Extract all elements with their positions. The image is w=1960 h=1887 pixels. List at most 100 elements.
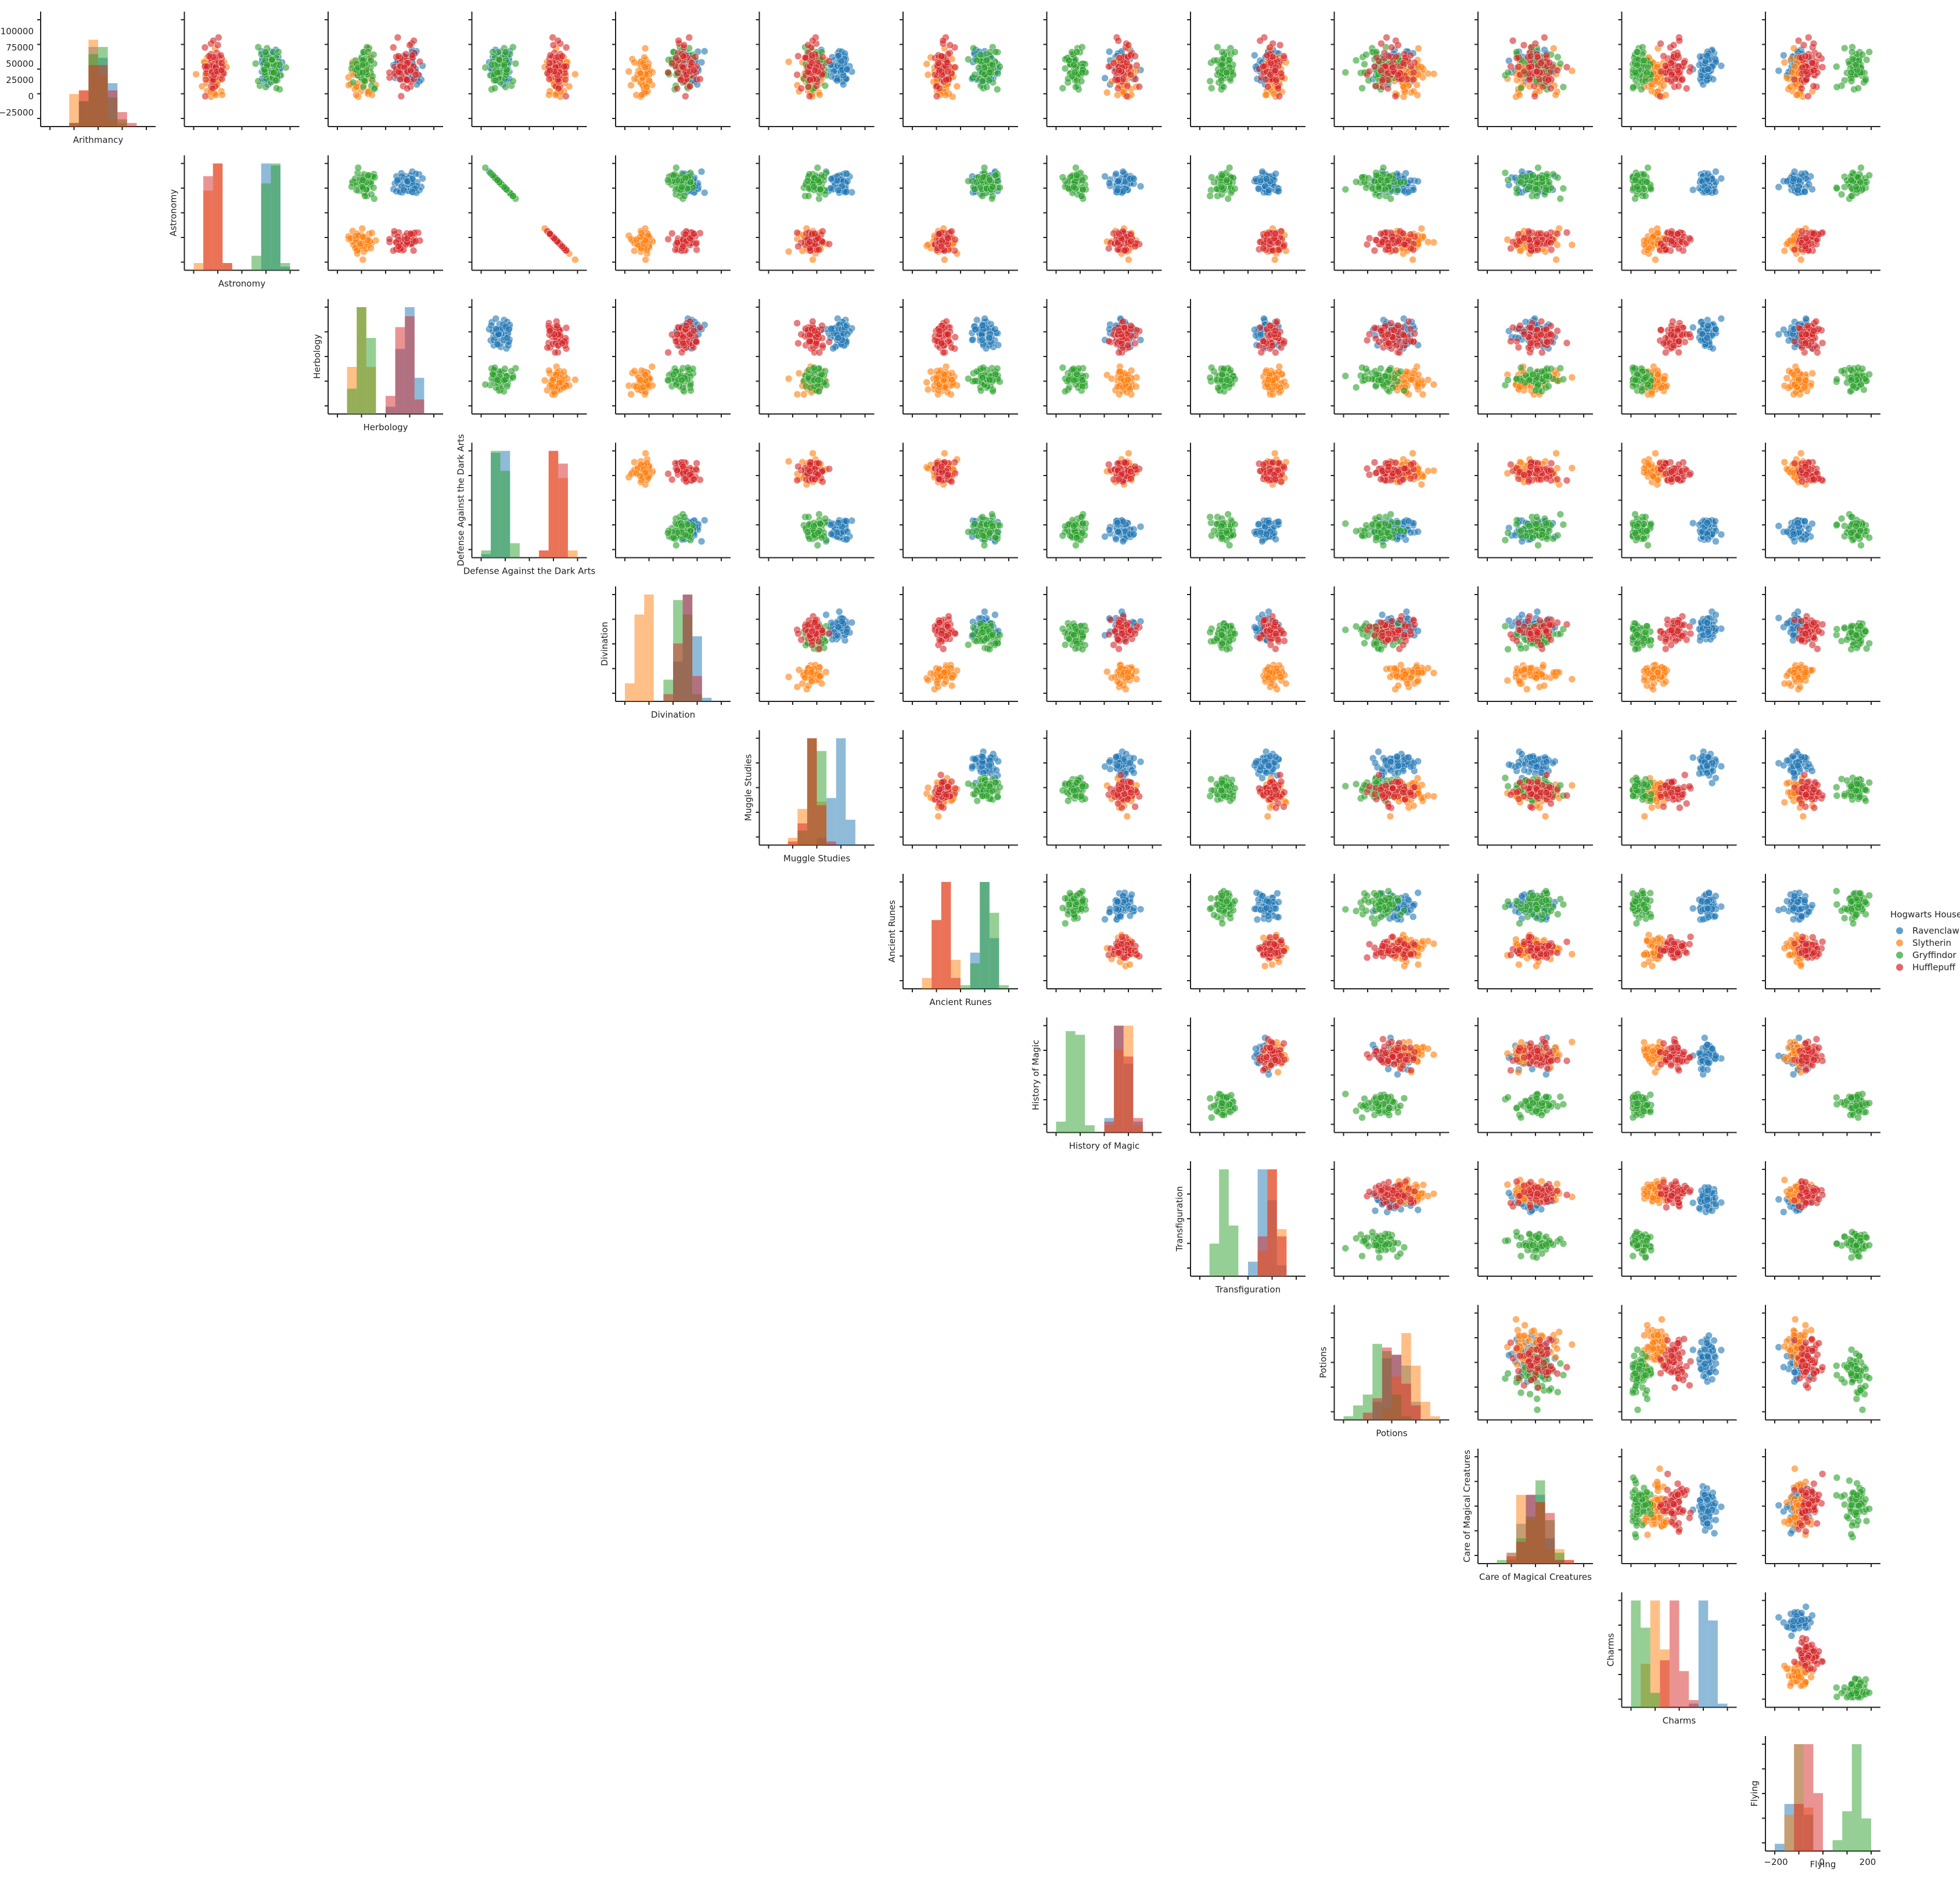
point-hufflepuff	[1379, 76, 1386, 84]
point-hufflepuff	[1377, 66, 1384, 74]
point-ravenclaw	[843, 65, 851, 73]
point-gryffindor	[270, 69, 278, 77]
hist-bar-gryffindor	[271, 163, 280, 271]
point-slytherin	[1791, 63, 1799, 70]
point-hufflepuff	[1135, 83, 1143, 91]
point-slytherin	[636, 233, 644, 241]
point-slytherin	[953, 82, 961, 91]
point-hufflepuff	[394, 243, 402, 250]
point-ravenclaw	[1130, 175, 1138, 183]
point-hufflepuff	[403, 85, 411, 92]
point-gryffindor	[494, 69, 501, 77]
point-hufflepuff	[1810, 39, 1818, 48]
point-hufflepuff	[549, 41, 558, 49]
point-hufflepuff	[202, 75, 210, 84]
point-slytherin	[1125, 255, 1132, 264]
point-hufflepuff	[936, 85, 944, 92]
point-gryffindor	[1207, 174, 1215, 181]
point-slytherin	[1424, 70, 1432, 77]
hist-bar-hufflepuff	[69, 123, 79, 127]
point-gryffindor	[1865, 48, 1873, 56]
point-hufflepuff	[936, 230, 944, 237]
point-gryffindor	[1556, 60, 1565, 67]
point-slytherin	[1786, 83, 1794, 91]
point-gryffindor	[1517, 84, 1525, 92]
point-gryffindor	[810, 183, 818, 191]
point-hufflepuff	[679, 52, 687, 60]
point-gryffindor	[361, 192, 369, 200]
point-ravenclaw	[1405, 188, 1412, 196]
hist-bar-hufflepuff	[127, 123, 137, 127]
point-hufflepuff	[1399, 59, 1407, 67]
point-hufflepuff	[1256, 37, 1264, 45]
point-hufflepuff	[664, 235, 672, 243]
point-hufflepuff	[811, 66, 819, 74]
point-gryffindor	[282, 64, 290, 71]
point-slytherin	[1400, 83, 1408, 91]
hist-bar-hufflepuff	[107, 90, 118, 127]
panel-arithmancy-vs-defense-against-the-dark-arts	[468, 12, 587, 130]
hist-bar-hufflepuff	[222, 263, 232, 271]
panel-arithmancy-vs-herbology	[325, 12, 443, 130]
panel-arithmancy-vs-ancient-runes	[900, 12, 1018, 130]
point-gryffindor	[1559, 83, 1567, 91]
point-gryffindor	[979, 192, 986, 200]
point-gryffindor	[509, 192, 517, 200]
point-ravenclaw	[1414, 178, 1422, 185]
point-gryffindor	[1223, 69, 1231, 77]
point-gryffindor	[973, 56, 980, 64]
point-gryffindor	[980, 164, 988, 172]
point-ravenclaw	[1704, 65, 1712, 73]
point-ravenclaw	[408, 188, 416, 196]
point-ravenclaw	[1703, 73, 1711, 80]
point-gryffindor	[262, 83, 269, 91]
point-hufflepuff	[1545, 76, 1552, 84]
point-gryffindor	[1220, 83, 1228, 91]
point-gryffindor	[814, 164, 822, 172]
point-gryffindor	[1352, 56, 1360, 64]
point-slytherin	[1781, 59, 1789, 66]
point-hufflepuff	[1274, 85, 1282, 92]
point-gryffindor	[272, 84, 280, 92]
point-hufflepuff	[1280, 52, 1288, 60]
point-gryffindor	[1231, 48, 1239, 56]
point-slytherin	[642, 255, 649, 264]
point-gryffindor	[979, 77, 986, 85]
point-slytherin	[1790, 45, 1798, 52]
point-hufflepuff	[1114, 37, 1122, 45]
point-hufflepuff	[1275, 92, 1283, 100]
point-hufflepuff	[403, 76, 411, 84]
point-ravenclaw	[1112, 170, 1120, 178]
point-slytherin	[352, 91, 360, 99]
point-hufflepuff	[797, 85, 805, 92]
point-hufflepuff	[1110, 59, 1117, 67]
point-hufflepuff	[688, 59, 696, 67]
point-gryffindor	[492, 77, 499, 84]
point-gryffindor	[371, 84, 379, 92]
point-gryffindor	[254, 43, 262, 51]
point-hufflepuff	[1656, 92, 1664, 100]
hist-bar-hufflepuff	[98, 65, 108, 127]
point-gryffindor	[814, 176, 822, 184]
point-hufflepuff	[397, 92, 405, 100]
point-hufflepuff	[1365, 67, 1373, 75]
point-slytherin	[218, 91, 226, 99]
point-hufflepuff	[201, 44, 209, 51]
point-gryffindor	[965, 55, 972, 63]
point-hufflepuff	[801, 53, 810, 62]
point-ravenclaw	[1137, 182, 1145, 190]
panel-arithmancy-vs-muggle-studies	[756, 12, 875, 130]
panel-arithmancy-vs-transfiguration	[1187, 12, 1306, 130]
point-ravenclaw	[394, 176, 401, 184]
point-ravenclaw	[1113, 186, 1121, 194]
point-hufflepuff	[412, 237, 419, 245]
point-ravenclaw	[1263, 175, 1271, 183]
point-hufflepuff	[1127, 71, 1135, 79]
point-gryffindor	[996, 183, 1004, 192]
point-hufflepuff	[545, 59, 553, 67]
point-hufflepuff	[208, 85, 217, 92]
point-hufflepuff	[1394, 71, 1402, 79]
point-hufflepuff	[690, 230, 698, 237]
point-hufflepuff	[1271, 66, 1279, 74]
point-gryffindor	[1631, 69, 1639, 77]
